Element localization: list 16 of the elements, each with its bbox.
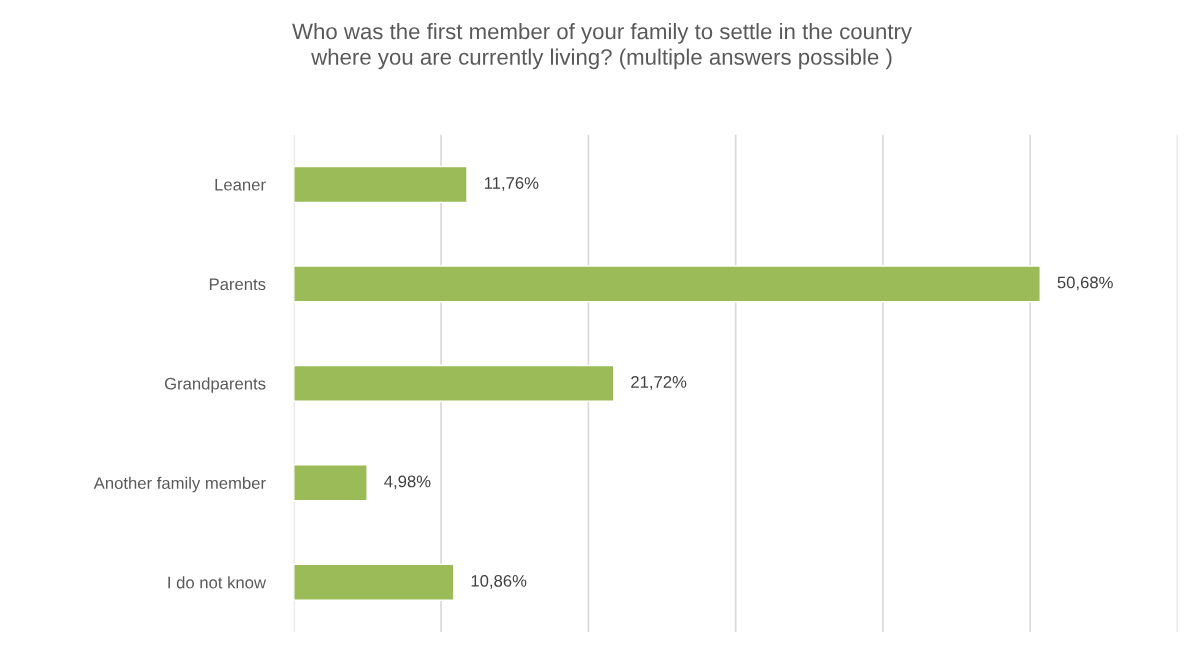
y-tick-label: I do not know (168, 576, 267, 589)
data-label: 4,98% (384, 475, 431, 490)
y-tick-label: Grandparents (164, 377, 266, 393)
y-tick-label: Parents (209, 278, 266, 291)
bar (293, 464, 368, 502)
bar (293, 265, 1041, 303)
data-label: 10,86% (471, 574, 527, 589)
chart-title: Who was the first member of your family to settle in the country where you are currently living? (multiple answers possible ) (292, 23, 912, 70)
bar (293, 364, 615, 402)
data-label: 50,68% (1057, 276, 1113, 291)
bar (293, 563, 455, 601)
y-tick-label: Another family member (93, 476, 266, 493)
y-tick-label: Leaner (215, 178, 266, 191)
bar (293, 165, 468, 204)
data-label: 21,72% (631, 376, 687, 390)
data-label: 11,76% (484, 177, 539, 191)
